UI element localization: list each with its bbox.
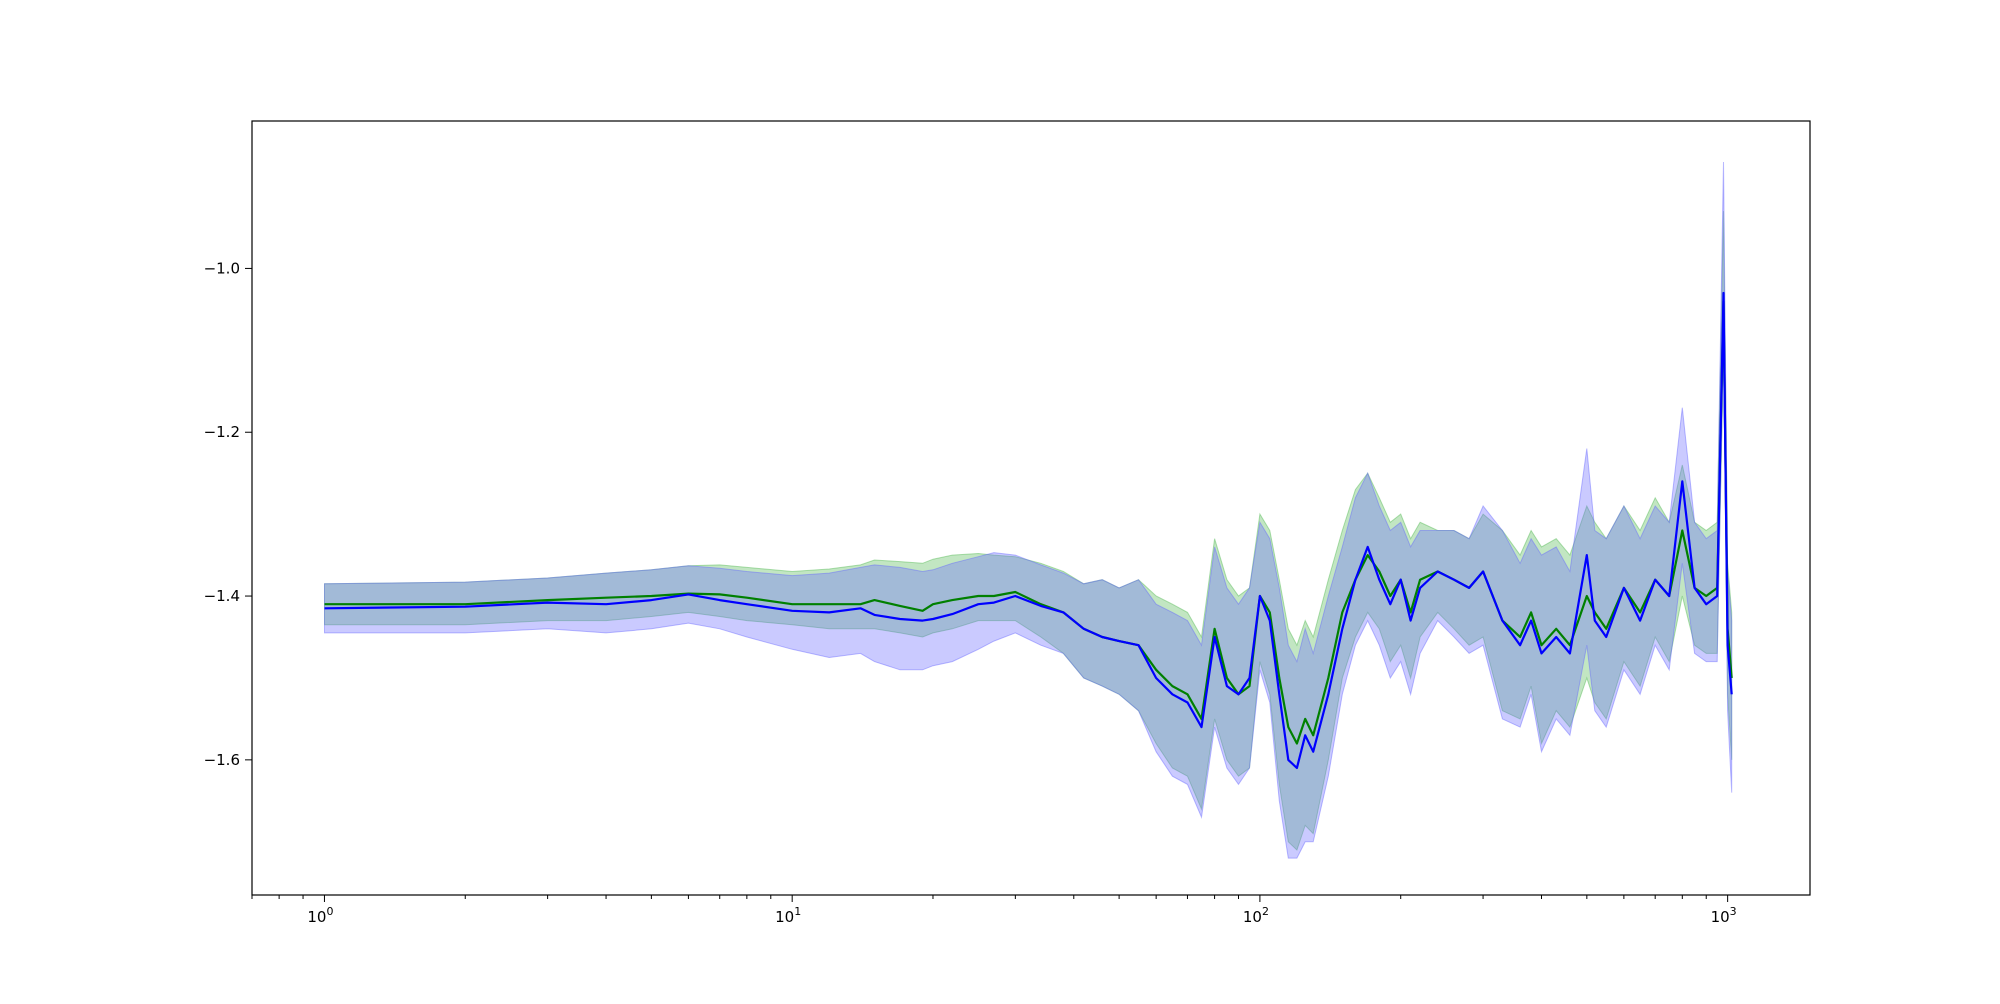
series-2-band xyxy=(324,161,1733,859)
x-tick-label-base: 10 xyxy=(1243,908,1262,926)
y-tick-label: −1.4 xyxy=(204,587,240,605)
x-tick-label-exponent: 2 xyxy=(1262,905,1269,918)
x-axis: 100 101 102 103 xyxy=(251,895,1737,926)
x-tick-label-base: 10 xyxy=(1711,908,1730,926)
y-tick-label: −1.2 xyxy=(204,423,240,441)
y-tick-label: −1.0 xyxy=(204,259,240,277)
series-1-band xyxy=(324,211,1733,851)
x-tick-label: 100 xyxy=(307,905,333,926)
x-tick-label: 102 xyxy=(1243,905,1269,926)
x-tick-label-base: 10 xyxy=(307,908,326,926)
x-tick-label-base: 10 xyxy=(775,908,794,926)
x-tick-label-exponent: 3 xyxy=(1730,905,1737,918)
plot-frame xyxy=(251,120,1811,896)
series-2-line xyxy=(324,291,1733,770)
y-tick-label: −1.6 xyxy=(204,751,240,769)
x-tick-label: 103 xyxy=(1711,905,1737,926)
series-lines xyxy=(324,291,1733,770)
x-tick-label-exponent: 1 xyxy=(794,905,801,918)
x-tick-label: 101 xyxy=(775,905,801,926)
y-axis: −1.0 −1.2 −1.4 −1.6 xyxy=(204,259,252,769)
x-tick-label-exponent: 0 xyxy=(326,905,333,918)
confidence-bands xyxy=(324,161,1733,859)
